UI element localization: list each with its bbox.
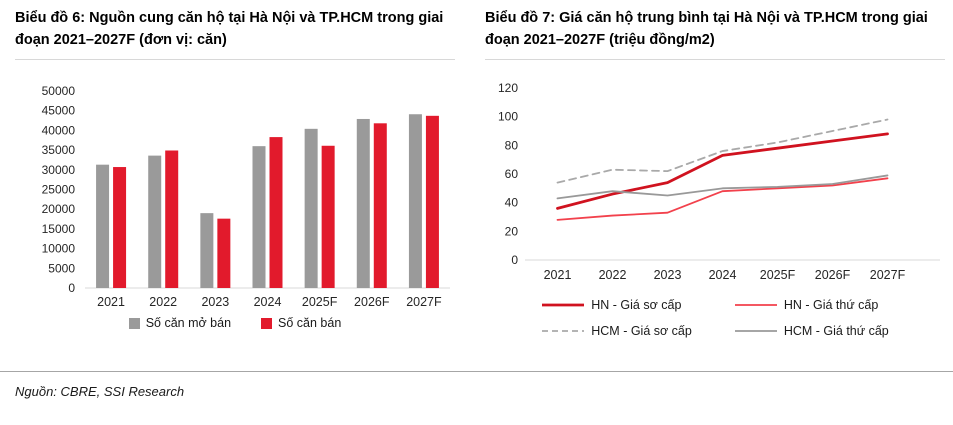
legend-line-sample-icon: [542, 303, 585, 307]
bar-2024-series-1: [269, 137, 283, 288]
bar-2026F-series-0: [356, 118, 370, 288]
x-tick-label: 2025F: [302, 295, 338, 309]
x-tick-label: 2027F: [870, 268, 906, 282]
legend-item: HCM - Giá sơ cấp: [541, 324, 692, 338]
bar-2021-series-1: [113, 167, 127, 288]
y-tick-label: 25000: [42, 183, 76, 197]
bar-y-axis-ticks: 0 5000 10000 15000 20000 25000 30000 35000 40000…: [42, 84, 76, 295]
legend-label: HN - Giá thứ cấp: [783, 298, 879, 312]
y-tick-label: 100: [498, 110, 518, 124]
y-tick-label: 0: [68, 281, 75, 295]
x-tick-label: 2026F: [815, 268, 851, 282]
x-tick-label: 2022: [149, 295, 177, 309]
y-tick-label: 10000: [42, 242, 76, 256]
footer: Nguồn: CBRE, SSI Research: [0, 371, 953, 399]
bar-2025F-series-0: [304, 128, 318, 288]
bar-2023-series-1: [217, 218, 231, 288]
bar-2026F-series-1: [373, 123, 387, 288]
legend-item: HN - Giá sơ cấp: [541, 298, 692, 312]
legend-line-sample-icon: [734, 330, 777, 332]
price-line-chart-canvas: 0 20 40 60 80 100 120 2021 2022 2023 2024 2025F 2026…: [498, 81, 940, 282]
bar-2025F-series-1: [321, 145, 335, 288]
bar-2023-series-0: [200, 213, 214, 288]
y-tick-label: 50000: [42, 84, 76, 98]
x-tick-label: 2023: [654, 268, 682, 282]
y-tick-label: 5000: [48, 261, 75, 275]
y-tick-label: 35000: [42, 143, 76, 157]
supply-bar-chart-canvas: 0 5000 10000 15000 20000 25000 30000 35000 40000…: [42, 84, 450, 309]
bar-2022-series-1: [165, 150, 179, 288]
line-series-1: [556, 177, 889, 221]
price-line-chart-title: Biểu đồ 7: Giá căn hộ trung bình tại Hà …: [485, 10, 928, 48]
legend-item: Số căn mở bán: [128, 316, 232, 330]
legend-swatch-icon: [261, 317, 273, 329]
legend-label: HN - Giá sơ cấp: [591, 298, 682, 312]
legend-label: HCM - Giá thứ cấp: [783, 324, 889, 338]
y-tick-label: 20000: [42, 202, 76, 216]
x-tick-label: 2025F: [760, 268, 796, 282]
y-tick-label: 80: [505, 138, 519, 152]
bar-2021-series-0: [96, 164, 110, 288]
x-tick-label: 2027F: [406, 295, 442, 309]
legend-label: Số căn bán: [278, 316, 342, 330]
y-tick-label: 120: [498, 81, 518, 95]
legend-item: HN - Giá thứ cấp: [734, 298, 889, 312]
price-line-chart-section: Biểu đồ 7: Giá căn hộ trung bình tại Hà …: [485, 8, 945, 338]
x-tick-label: 2021: [97, 295, 125, 309]
title-divider: [485, 59, 945, 60]
legend-swatch-icon: [128, 317, 140, 329]
supply-bar-chart-section: Biểu đồ 6: Nguồn cung căn hộ tại Hà Nội …: [15, 8, 455, 338]
legend-line-sample-icon: [734, 304, 777, 306]
legend-line-sample-icon: [542, 330, 585, 332]
supply-bar-chart-legend: Số căn mở bán Số căn bán: [15, 316, 455, 330]
y-tick-label: 15000: [42, 222, 76, 236]
y-tick-label: 30000: [42, 163, 76, 177]
x-tick-label: 2026F: [354, 295, 390, 309]
x-tick-label: 2022: [599, 268, 627, 282]
line-series-3: [556, 174, 889, 200]
charts-row: Biểu đồ 6: Nguồn cung căn hộ tại Hà Nội …: [15, 8, 945, 338]
bar-2022-series-0: [148, 155, 162, 288]
y-tick-label: 40: [505, 196, 519, 210]
bar-2027F-series-1: [425, 115, 439, 289]
y-tick-label: 45000: [42, 104, 76, 118]
x-tick-label: 2024: [709, 268, 737, 282]
supply-bar-chart-title: Biểu đồ 6: Nguồn cung căn hộ tại Hà Nội …: [15, 10, 444, 48]
y-tick-label: 0: [511, 253, 518, 267]
y-tick-label: 60: [505, 167, 519, 181]
legend-item: Số căn bán: [261, 316, 341, 330]
y-tick-label: 20: [505, 224, 519, 238]
legend-label: HCM - Giá sơ cấp: [591, 324, 692, 338]
legend-label: Số căn mở bán: [145, 316, 232, 330]
footer-divider: [0, 371, 953, 372]
x-tick-label: 2021: [544, 268, 572, 282]
x-tick-label: 2023: [201, 295, 229, 309]
price-line-chart-legend: HN - Giá sơ cấp HN - Giá thứ cấp HCM - Giá…: [485, 298, 945, 338]
line-y-axis-ticks: 0 20 40 60 80 100 120: [498, 81, 518, 267]
legend-item: HCM - Giá thứ cấp: [734, 324, 889, 338]
title-divider: [15, 59, 455, 60]
line-x-axis-labels: 2021 2022 2023 2024 2025F 2026F 2027F: [544, 268, 906, 282]
bar-2024-series-0: [252, 146, 266, 288]
source-note: Nguồn: CBRE, SSI Research: [15, 384, 185, 399]
bar-2027F-series-0: [408, 114, 422, 288]
line-series-2: [556, 118, 889, 184]
line-series-0: [556, 132, 889, 210]
x-tick-label: 2024: [254, 295, 282, 309]
bars-group: [96, 114, 439, 289]
y-tick-label: 40000: [42, 123, 76, 137]
bar-x-axis-labels: 2021 2022 2023 2024 2025F 2026F 2027F: [97, 295, 442, 309]
